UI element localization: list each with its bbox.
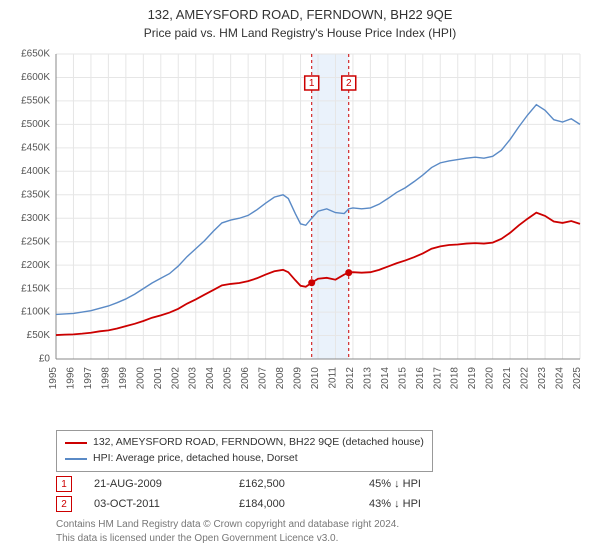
legend: 132, AMEYSFORD ROAD, FERNDOWN, BH22 9QE … — [56, 430, 433, 472]
sale-price: £184,000 — [239, 498, 369, 510]
sale-marker: 1 — [56, 476, 72, 492]
legend-label: 132, AMEYSFORD ROAD, FERNDOWN, BH22 9QE … — [93, 435, 424, 451]
page-subtitle: Price paid vs. HM Land Registry's House … — [0, 24, 600, 40]
y-tick-label: £300K — [21, 213, 50, 224]
footer-attribution: Contains HM Land Registry data © Crown c… — [56, 518, 399, 545]
y-tick-label: £550K — [21, 96, 50, 107]
y-tick-label: £600K — [21, 72, 50, 83]
x-tick-label: 2025 — [572, 367, 583, 390]
y-tick-label: £100K — [21, 307, 50, 318]
x-tick-label: 2000 — [135, 367, 146, 390]
x-tick-label: 2004 — [205, 367, 216, 390]
sale-date: 03-OCT-2011 — [94, 498, 239, 510]
x-tick-label: 2008 — [275, 367, 286, 390]
sale-marker: 2 — [56, 496, 72, 512]
svg-text:2: 2 — [346, 78, 352, 89]
footer-line-2: This data is licensed under the Open Gov… — [56, 532, 399, 546]
legend-swatch — [65, 442, 87, 444]
x-tick-label: 2009 — [293, 367, 304, 390]
x-tick-label: 2006 — [240, 367, 251, 390]
x-tick-label: 2001 — [153, 367, 164, 390]
price-chart: £0 £50K £100K £150K £200K £250K £300K £350K £400… — [0, 44, 600, 424]
x-tick-label: 2013 — [362, 367, 373, 390]
y-tick-label: £350K — [21, 189, 50, 200]
y-tick-label: £50K — [27, 330, 51, 341]
sales-table: 1 21-AUG-2009£162,50045% ↓ HPI 2 03-OCT-201… — [56, 474, 489, 514]
x-tick-label: 2024 — [555, 367, 566, 390]
x-tick-label: 2003 — [188, 367, 199, 390]
svg-text:1: 1 — [309, 78, 315, 89]
x-tick-label: 2011 — [327, 367, 338, 389]
legend-label: HPI: Average price, detached house, Dors… — [93, 451, 298, 467]
x-tick-label: 2017 — [432, 367, 443, 390]
sale-pct-vs-hpi: 45% ↓ HPI — [369, 478, 489, 490]
legend-swatch — [65, 458, 87, 460]
x-tick-label: 1996 — [65, 367, 76, 390]
x-tick-label: 2020 — [485, 367, 496, 390]
x-tick-label: 2005 — [223, 367, 234, 390]
x-tick-label: 2023 — [537, 367, 548, 390]
y-tick-label: £400K — [21, 166, 50, 177]
y-tick-label: £650K — [21, 49, 50, 60]
sale-row: 2 03-OCT-2011£184,00043% ↓ HPI — [56, 494, 489, 514]
x-tick-label: 2010 — [310, 367, 321, 390]
x-tick-label: 2021 — [502, 367, 513, 390]
y-tick-label: £250K — [21, 236, 50, 247]
sale-row: 1 21-AUG-2009£162,50045% ↓ HPI — [56, 474, 489, 494]
sale-date: 21-AUG-2009 — [94, 478, 239, 490]
legend-item: 132, AMEYSFORD ROAD, FERNDOWN, BH22 9QE … — [65, 435, 424, 451]
x-tick-label: 2012 — [345, 367, 356, 390]
page-root: 132, AMEYSFORD ROAD, FERNDOWN, BH22 9QE … — [0, 0, 600, 560]
y-tick-label: £200K — [21, 260, 50, 271]
x-tick-label: 2002 — [170, 367, 181, 390]
x-tick-label: 1999 — [118, 367, 129, 390]
x-tick-label: 2018 — [450, 367, 461, 390]
x-tick-label: 1997 — [83, 367, 94, 390]
footer-line-1: Contains HM Land Registry data © Crown c… — [56, 518, 399, 532]
x-tick-label: 2019 — [467, 367, 478, 390]
y-tick-label: £450K — [21, 142, 50, 153]
y-tick-label: £0 — [39, 354, 51, 365]
x-tick-label: 1995 — [48, 367, 59, 390]
y-tick-label: £500K — [21, 119, 50, 130]
x-tick-label: 2014 — [380, 367, 391, 390]
sale-price: £162,500 — [239, 478, 369, 490]
y-tick-label: £150K — [21, 283, 50, 294]
x-tick-label: 2007 — [258, 367, 269, 390]
page-title: 132, AMEYSFORD ROAD, FERNDOWN, BH22 9QE — [0, 0, 600, 24]
sale-pct-vs-hpi: 43% ↓ HPI — [369, 498, 489, 510]
x-tick-label: 2016 — [415, 367, 426, 390]
chart-area: £0 £50K £100K £150K £200K £250K £300K £350K £400… — [0, 44, 600, 424]
x-tick-label: 2022 — [520, 367, 531, 390]
x-tick-label: 1998 — [100, 367, 111, 390]
x-tick-label: 2015 — [397, 367, 408, 390]
legend-item: HPI: Average price, detached house, Dors… — [65, 451, 424, 467]
